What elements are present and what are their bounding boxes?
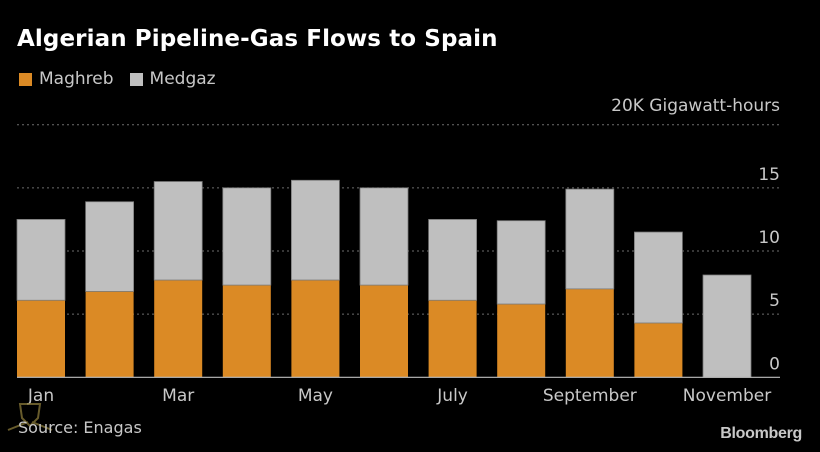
bar-medgaz-nov (702, 274, 752, 378)
legend-item-medgaz: Medgaz (129, 69, 216, 89)
legend-label-medgaz: Medgaz (149, 69, 216, 89)
bar-maghreb-jun (360, 285, 408, 378)
bar-maghreb-jul (428, 300, 477, 378)
bar-medgaz-jun (359, 187, 409, 286)
bar-maghreb-oct (634, 322, 683, 378)
watermark-logo (6, 400, 54, 444)
bar-maghreb-feb (85, 291, 134, 378)
legend: Maghreb Medgaz (19, 69, 232, 89)
x-tick-labels: Jan Mar May July September November (27, 386, 771, 406)
legend-swatch-maghreb (19, 72, 32, 86)
bar-maghreb-jan (17, 300, 65, 378)
bar-medgaz-jan (16, 219, 66, 301)
x-tick-label-july: July (436, 386, 468, 406)
legend-swatch-medgaz (129, 72, 143, 86)
x-tick-label-september: September (543, 386, 637, 406)
bar-maghreb-aug (497, 304, 546, 378)
bar-medgaz-may (290, 179, 340, 281)
x-tick-label-jan: Jan (27, 386, 54, 406)
bar-medgaz-aug (496, 220, 546, 305)
chart-title: Algerian Pipeline-Gas Flows to Spain (17, 26, 498, 52)
y-tick-label-0: 0 (769, 354, 780, 374)
y-tick-label-10: 10 (758, 228, 780, 248)
bar-medgaz-apr (222, 187, 272, 286)
bar-medgaz-mar (153, 181, 203, 281)
bars (16, 179, 752, 378)
y-tick-label-15: 15 (758, 165, 780, 185)
bar-maghreb-apr (222, 285, 271, 378)
x-tick-label-may: May (298, 386, 333, 406)
x-tick-label-mar: Mar (162, 386, 194, 406)
bar-maghreb-sep (565, 288, 614, 378)
source-note: Source: Enagas (18, 418, 142, 437)
bar-medgaz-feb (85, 201, 134, 292)
bloomberg-logo: Bloomberg (720, 425, 802, 442)
y-axis-unit-label: 20K Gigawatt-hours (611, 96, 780, 116)
y-tick-labels: 0 5 10 15 (758, 165, 780, 374)
legend-item-maghreb: Maghreb (19, 69, 114, 89)
bar-maghreb-mar (154, 280, 203, 378)
x-tick-label-november: November (683, 386, 771, 406)
bar-medgaz-sep (565, 188, 615, 290)
bar-medgaz-jul (428, 219, 478, 301)
legend-label-maghreb: Maghreb (39, 69, 114, 89)
bar-medgaz-oct (634, 231, 683, 324)
y-tick-label-5: 5 (769, 291, 780, 311)
bar-maghreb-may (291, 280, 340, 378)
